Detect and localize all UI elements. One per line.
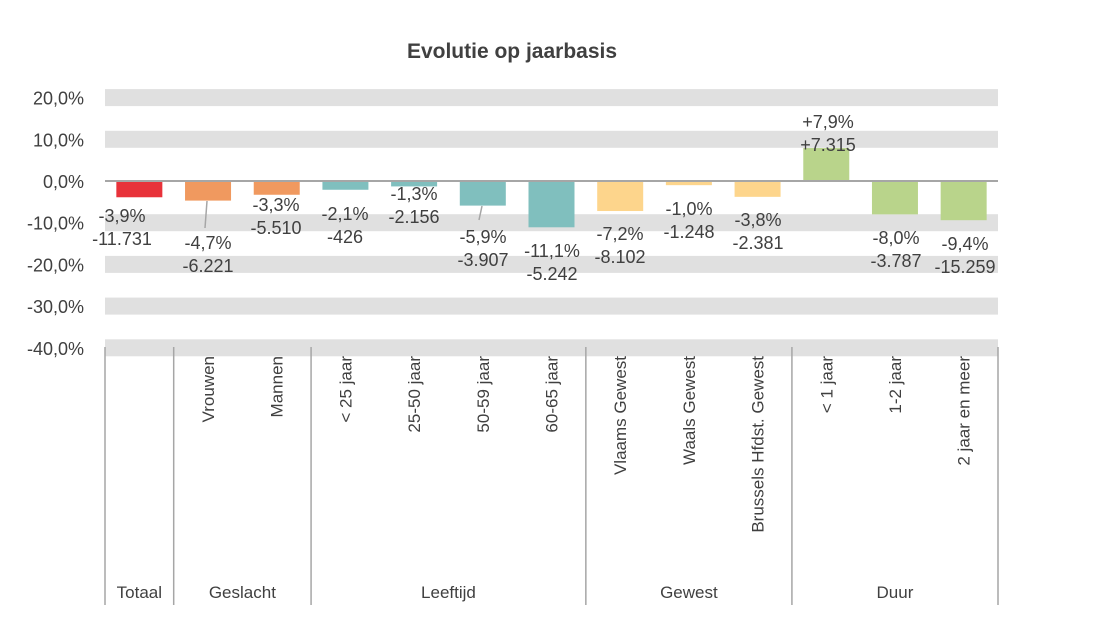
category-label: < 25 jaar — [336, 356, 355, 423]
category-label: 25-50 jaar — [405, 356, 424, 433]
grid-band — [105, 339, 998, 357]
data-label-abs: -5.242 — [526, 264, 577, 284]
category-label: Brussels Hfdst. Gewest — [749, 356, 768, 533]
bar — [322, 181, 369, 190]
y-tick-label: 10,0% — [33, 130, 84, 150]
group-label: Geslacht — [209, 583, 276, 602]
category-label: Mannen — [268, 356, 287, 417]
category-label: Vrouwen — [199, 356, 218, 422]
data-label-abs: -2.156 — [388, 207, 439, 227]
y-tick-label: -30,0% — [27, 297, 84, 317]
data-label-pct: +7,9% — [802, 112, 854, 132]
data-label-abs: -3.907 — [457, 250, 508, 270]
bar — [871, 181, 918, 215]
data-label-abs: -1.248 — [663, 222, 714, 242]
data-label-pct: -7,2% — [596, 224, 643, 244]
data-label-pct: -2,1% — [321, 204, 368, 224]
data-label-abs: -6.221 — [182, 256, 233, 276]
bar — [940, 181, 987, 221]
bar — [803, 148, 850, 181]
data-label-pct: -11,1% — [524, 241, 580, 261]
data-label-abs: -8.102 — [594, 247, 645, 267]
leader-line — [478, 205, 483, 221]
bar — [459, 181, 506, 206]
leader-line — [204, 200, 208, 229]
data-label-pct: -4,7% — [184, 233, 231, 253]
bar — [253, 181, 300, 195]
data-label-pct: -3,3% — [252, 195, 299, 215]
bar — [734, 181, 781, 197]
data-label-abs: +7.315 — [800, 135, 856, 155]
data-label-pct: -8,0% — [872, 228, 919, 248]
data-label-abs: -2.381 — [732, 233, 783, 253]
category-label: Vlaams Gewest — [611, 356, 630, 475]
data-label-pct: -1,3% — [390, 184, 437, 204]
group-label: Gewest — [660, 583, 718, 602]
y-tick-label: -10,0% — [27, 214, 84, 234]
category-label: 50-59 jaar — [474, 356, 493, 433]
grid-band — [105, 297, 998, 315]
data-label-abs: -15.259 — [934, 257, 995, 277]
data-label-abs: -5.510 — [250, 218, 301, 238]
bar — [528, 181, 575, 228]
group-label: Duur — [877, 583, 914, 602]
grid-band — [105, 89, 998, 107]
data-label-pct: -1,0% — [665, 199, 712, 219]
category-label: < 1 jaar — [817, 356, 836, 414]
grid-band — [105, 255, 998, 273]
data-label-pct: -9,4% — [941, 234, 988, 254]
data-label-pct: -3,8% — [734, 210, 781, 230]
category-label: 2 jaar en meer — [955, 356, 974, 466]
data-label-pct: -3,9% — [98, 206, 145, 226]
data-label-pct: -5,9% — [459, 227, 506, 247]
y-tick-label: -20,0% — [27, 255, 84, 275]
bar — [185, 181, 232, 201]
bar — [665, 181, 712, 186]
y-tick-label: -40,0% — [27, 339, 84, 359]
group-label: Totaal — [117, 583, 162, 602]
data-label-abs: -3.787 — [870, 251, 921, 271]
group-label: Leeftijd — [421, 583, 476, 602]
y-tick-label: 20,0% — [33, 89, 84, 109]
bar — [597, 181, 644, 212]
category-label: 60-65 jaar — [543, 356, 562, 433]
y-tick-label: 0,0% — [43, 172, 84, 192]
bar — [116, 181, 163, 198]
bar — [391, 181, 438, 187]
grid-band — [105, 130, 998, 148]
category-label: 1-2 jaar — [886, 356, 905, 414]
category-label: Waals Gewest — [680, 356, 699, 465]
data-label-abs: -11.731 — [92, 229, 152, 249]
chart-title: Evolutie op jaarbasis — [407, 40, 617, 63]
data-label-abs: -426 — [327, 227, 363, 247]
